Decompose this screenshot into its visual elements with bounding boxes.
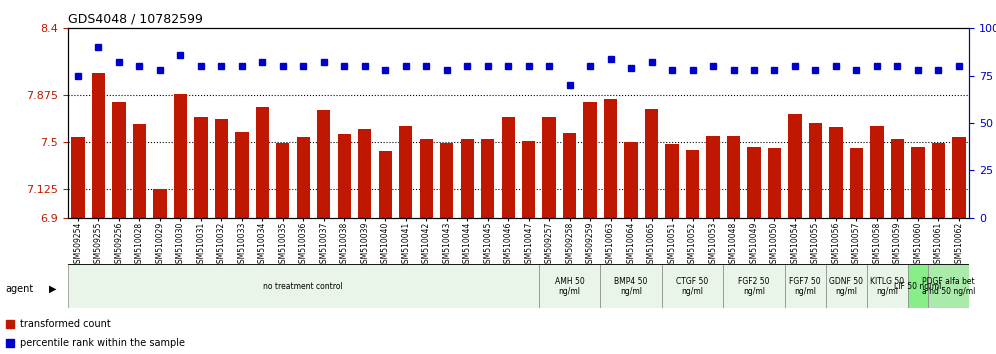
- Bar: [194, 117, 207, 218]
- Bar: [826, 264, 867, 308]
- Bar: [747, 147, 761, 218]
- Text: AMH 50
ng/ml: AMH 50 ng/ml: [555, 276, 585, 296]
- Bar: [952, 137, 965, 218]
- Bar: [173, 94, 187, 218]
- Text: agent: agent: [5, 284, 33, 293]
- Bar: [378, 151, 391, 218]
- Bar: [543, 117, 556, 218]
- Bar: [440, 143, 453, 218]
- Bar: [153, 189, 166, 218]
- Text: ▶: ▶: [49, 284, 57, 293]
- Bar: [601, 264, 661, 308]
- Bar: [539, 264, 601, 308]
- Text: CTGF 50
ng/ml: CTGF 50 ng/ml: [676, 276, 709, 296]
- Bar: [867, 264, 907, 308]
- Bar: [661, 264, 723, 308]
- Bar: [317, 110, 331, 218]
- Text: no treatment control: no treatment control: [263, 282, 344, 291]
- Bar: [871, 126, 883, 218]
- Text: FGF7 50
ng/ml: FGF7 50 ng/ml: [790, 276, 821, 296]
- Bar: [460, 139, 474, 218]
- Bar: [235, 132, 249, 218]
- Bar: [931, 143, 945, 218]
- Bar: [890, 139, 904, 218]
- Text: transformed count: transformed count: [20, 319, 111, 329]
- Bar: [502, 117, 515, 218]
- Bar: [706, 136, 720, 218]
- Text: PDGF alfa bet
a hd 50 ng/ml: PDGF alfa bet a hd 50 ng/ml: [922, 276, 975, 296]
- Bar: [665, 144, 678, 218]
- Bar: [785, 264, 826, 308]
- Bar: [768, 148, 781, 218]
- Text: LIF 50 ng/ml: LIF 50 ng/ml: [894, 282, 941, 291]
- Bar: [788, 114, 802, 218]
- Text: percentile rank within the sample: percentile rank within the sample: [20, 338, 185, 348]
- Bar: [727, 136, 740, 218]
- Bar: [522, 141, 535, 218]
- Bar: [419, 139, 433, 218]
- Bar: [563, 133, 577, 218]
- Bar: [132, 124, 146, 218]
- Bar: [645, 109, 658, 218]
- Bar: [68, 264, 539, 308]
- Bar: [604, 99, 618, 218]
- Bar: [809, 123, 822, 218]
- Bar: [92, 73, 106, 218]
- Text: FGF2 50
ng/ml: FGF2 50 ng/ml: [738, 276, 770, 296]
- Text: KITLG 50
ng/ml: KITLG 50 ng/ml: [871, 276, 904, 296]
- Bar: [911, 147, 924, 218]
- Bar: [399, 126, 412, 218]
- Bar: [928, 264, 969, 308]
- Bar: [686, 149, 699, 218]
- Bar: [584, 102, 597, 218]
- Bar: [359, 129, 372, 218]
- Text: GDS4048 / 10782599: GDS4048 / 10782599: [68, 13, 202, 26]
- Text: GDNF 50
ng/ml: GDNF 50 ng/ml: [830, 276, 864, 296]
- Bar: [256, 107, 269, 218]
- Bar: [481, 139, 494, 218]
- Bar: [850, 148, 864, 218]
- Bar: [297, 137, 310, 218]
- Bar: [907, 264, 928, 308]
- Bar: [338, 135, 351, 218]
- Bar: [624, 142, 637, 218]
- Bar: [113, 102, 125, 218]
- Bar: [723, 264, 785, 308]
- Bar: [72, 137, 85, 218]
- Text: BMP4 50
ng/ml: BMP4 50 ng/ml: [615, 276, 647, 296]
- Bar: [830, 127, 843, 218]
- Bar: [276, 143, 290, 218]
- Bar: [215, 119, 228, 218]
